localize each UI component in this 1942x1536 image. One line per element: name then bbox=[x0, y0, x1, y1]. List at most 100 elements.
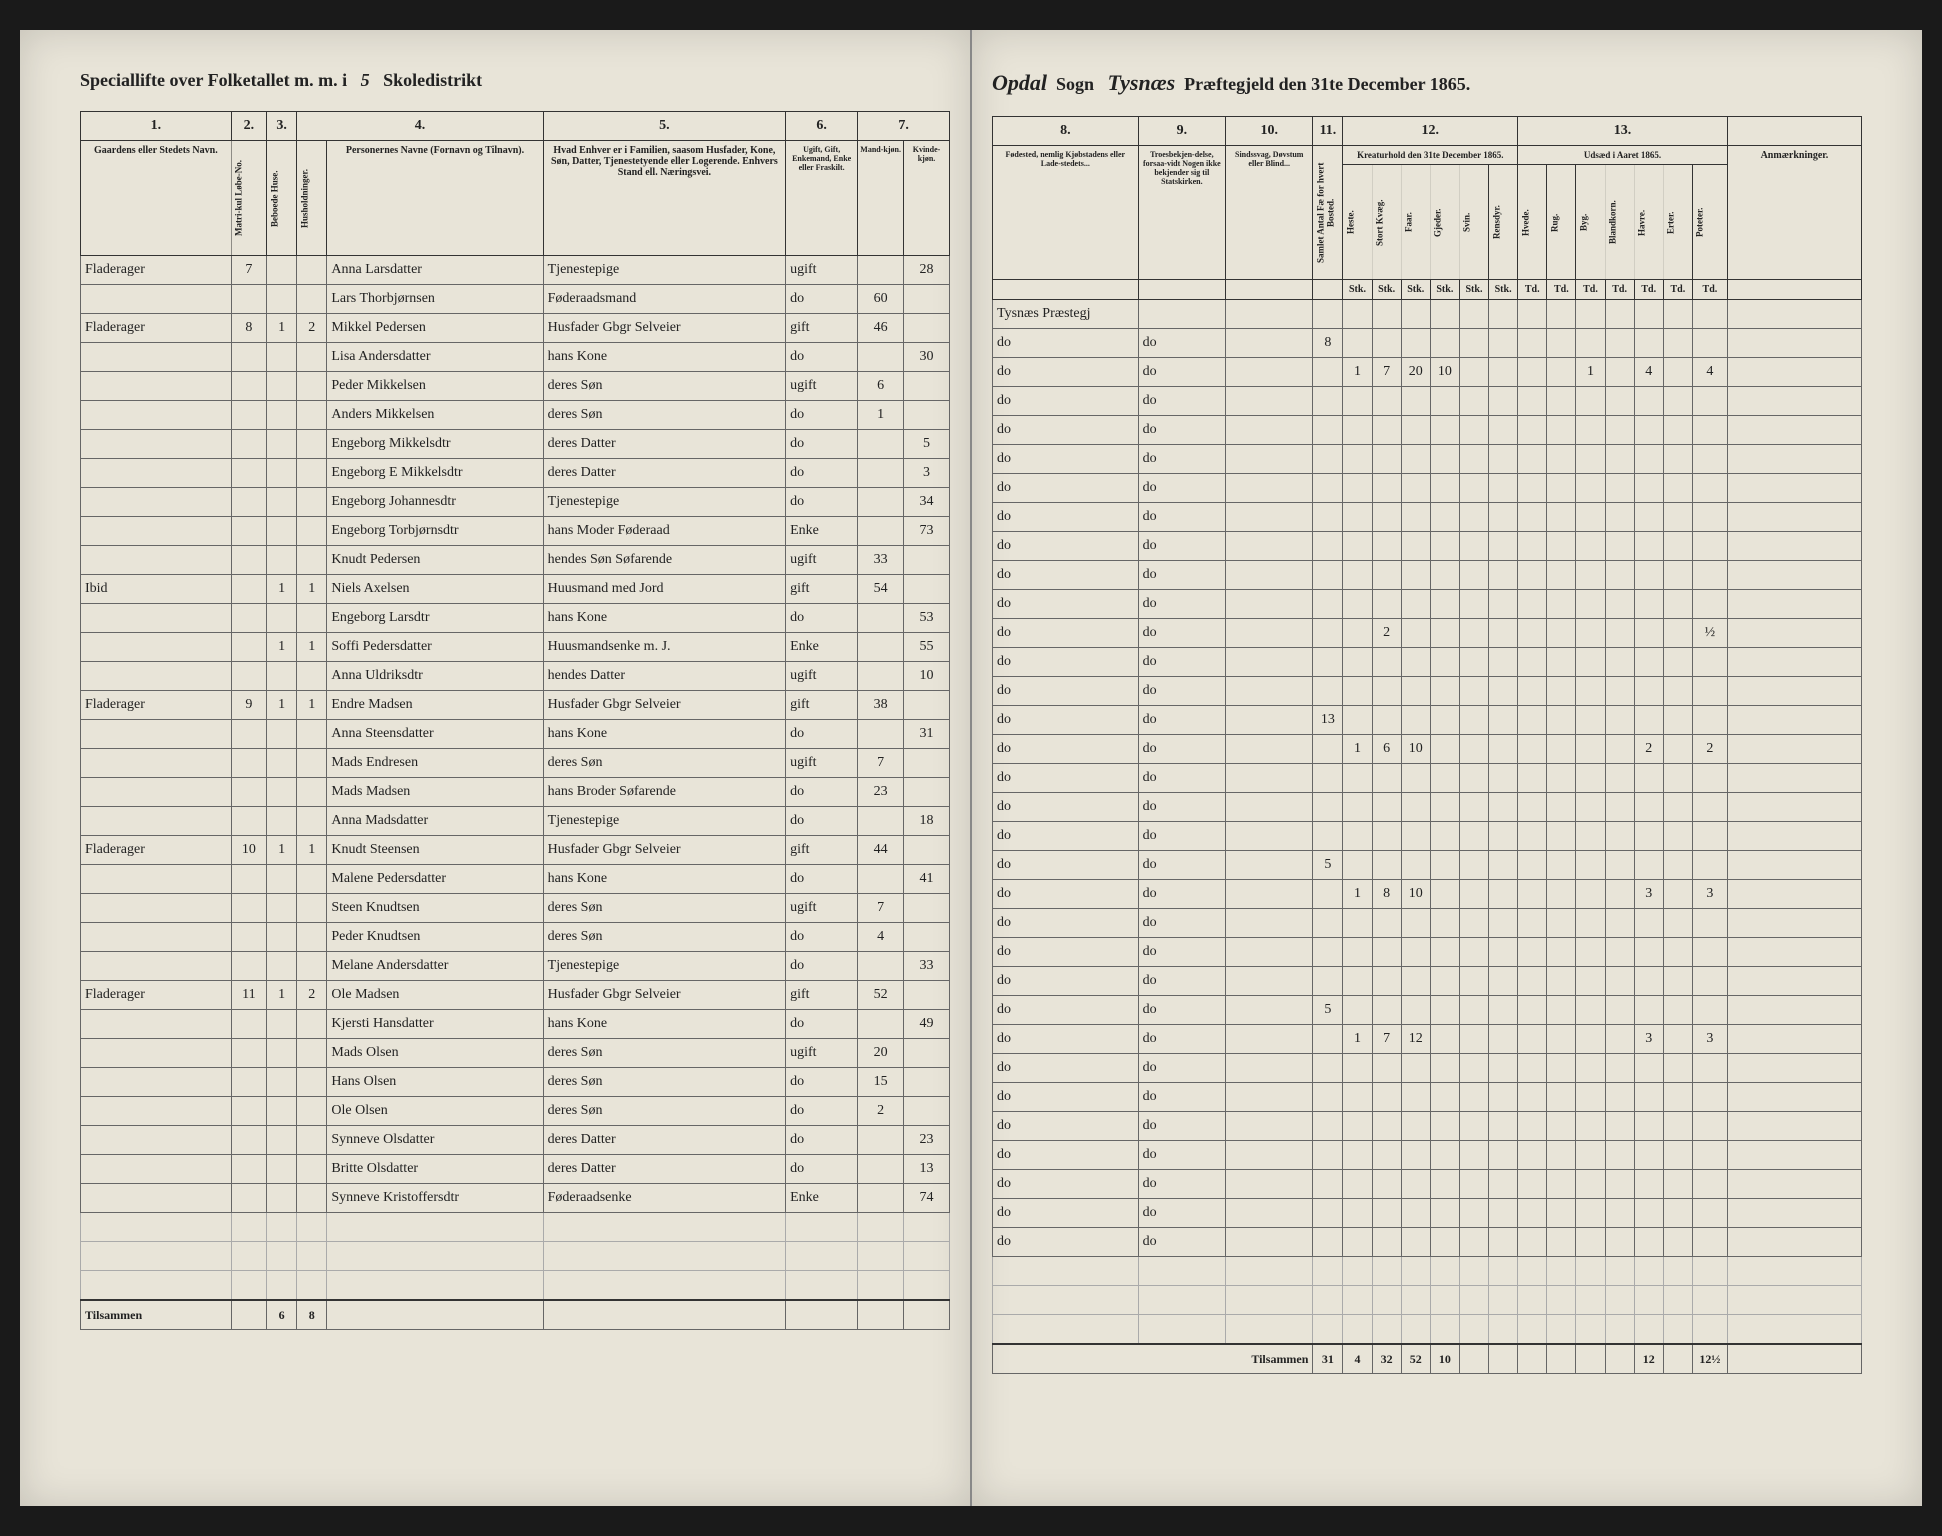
cell-r bbox=[1489, 909, 1518, 938]
cell-po bbox=[1692, 1228, 1727, 1257]
cell-ug: ugift bbox=[786, 546, 858, 575]
cell-g bbox=[1430, 1170, 1459, 1199]
cell-matr bbox=[231, 894, 266, 923]
right-footer-row: Tilsammen 31 4 32 52 10 12 12½ bbox=[993, 1344, 1862, 1374]
cell-ru bbox=[1547, 822, 1576, 851]
table-row: Anna Steensdatterhans Konedo31 bbox=[81, 720, 950, 749]
cell-sind bbox=[1226, 764, 1313, 793]
right-page: Opdal Sogn Tysnæs Præftegjeld den 31te D… bbox=[972, 30, 1922, 1506]
cell-h bbox=[1343, 1112, 1372, 1141]
hdr-bland: Blandkorn. bbox=[1605, 165, 1634, 280]
cell-gaard bbox=[81, 604, 232, 633]
cell-anm bbox=[1727, 1228, 1861, 1257]
cell-tro: do bbox=[1138, 822, 1225, 851]
cell-sv bbox=[1459, 561, 1488, 590]
cell-anm bbox=[1727, 706, 1861, 735]
cell-m: 44 bbox=[858, 836, 904, 865]
cell-er bbox=[1663, 677, 1692, 706]
cell-sum bbox=[1313, 590, 1343, 619]
cell-sum bbox=[1313, 358, 1343, 387]
cell-tro: do bbox=[1138, 474, 1225, 503]
cell-matr: 7 bbox=[231, 256, 266, 285]
cell-by bbox=[1576, 300, 1605, 329]
cell-by bbox=[1576, 677, 1605, 706]
cell-fod: do bbox=[993, 1112, 1139, 1141]
cell-m bbox=[858, 343, 904, 372]
cell-ru bbox=[1547, 474, 1576, 503]
cell-hh bbox=[297, 662, 327, 691]
cell-navn: Soffi Pedersdatter bbox=[327, 633, 543, 662]
cell-fod: do bbox=[993, 561, 1139, 590]
hdr-svin: Svin. bbox=[1459, 165, 1488, 280]
cell-ha bbox=[1634, 1112, 1663, 1141]
hdr-hush: Husholdninger. bbox=[297, 141, 327, 256]
col-anm bbox=[1727, 117, 1861, 146]
cell-matr bbox=[231, 1068, 266, 1097]
header-row-r: Fødested, nemlig Kjøbstadens eller Lade-… bbox=[993, 146, 1862, 165]
cell-r bbox=[1489, 387, 1518, 416]
cell-bl bbox=[1605, 735, 1634, 764]
cell-h bbox=[1343, 561, 1372, 590]
cell-gaard bbox=[81, 517, 232, 546]
cell-g bbox=[1430, 619, 1459, 648]
cell-bh bbox=[267, 749, 297, 778]
cell-bl bbox=[1605, 532, 1634, 561]
table-row: dodo bbox=[993, 1141, 1862, 1170]
cell-ug: do bbox=[786, 401, 858, 430]
cell-m bbox=[858, 952, 904, 981]
cell-fod: do bbox=[993, 793, 1139, 822]
cell-sum bbox=[1313, 764, 1343, 793]
cell-er bbox=[1663, 793, 1692, 822]
cell-g bbox=[1430, 822, 1459, 851]
cell-h bbox=[1343, 329, 1372, 358]
cell-bh bbox=[267, 488, 297, 517]
cell-sk bbox=[1372, 300, 1401, 329]
table-row: Knudt Pedersenhendes Søn Søfarendeugift3… bbox=[81, 546, 950, 575]
cell-g bbox=[1430, 1054, 1459, 1083]
cell-hv bbox=[1518, 619, 1547, 648]
u-stk: Stk. bbox=[1430, 280, 1459, 300]
cell-stilling: Huusmand med Jord bbox=[543, 575, 785, 604]
cell-bl bbox=[1605, 329, 1634, 358]
cell-ru bbox=[1547, 387, 1576, 416]
cell-hh bbox=[297, 1155, 327, 1184]
right-table-body: Tysnæs Præstegjdodo8dodo172010144dododod… bbox=[993, 300, 1862, 1257]
cell-er bbox=[1663, 1025, 1692, 1054]
cell-ha bbox=[1634, 793, 1663, 822]
cell-sum bbox=[1313, 793, 1343, 822]
cell-navn: Endre Madsen bbox=[327, 691, 543, 720]
cell-m: 46 bbox=[858, 314, 904, 343]
cell-anm bbox=[1727, 938, 1861, 967]
cell-matr bbox=[231, 865, 266, 894]
cell-ug: Enke bbox=[786, 517, 858, 546]
cell-bl bbox=[1605, 1141, 1634, 1170]
cell-ha bbox=[1634, 938, 1663, 967]
cell-m bbox=[858, 517, 904, 546]
cell-tro: do bbox=[1138, 503, 1225, 532]
cell-sum bbox=[1313, 1141, 1343, 1170]
cell-m bbox=[858, 633, 904, 662]
cell-ha: 3 bbox=[1634, 880, 1663, 909]
cell-f bbox=[1401, 764, 1430, 793]
cell-sind bbox=[1226, 358, 1313, 387]
u-td: Td. bbox=[1518, 280, 1547, 300]
table-row: dodo bbox=[993, 474, 1862, 503]
cell-hh bbox=[297, 894, 327, 923]
cell-m: 52 bbox=[858, 981, 904, 1010]
cell-sum: 5 bbox=[1313, 851, 1343, 880]
cell-tro: do bbox=[1138, 561, 1225, 590]
cell-fod: do bbox=[993, 706, 1139, 735]
cell-r bbox=[1489, 793, 1518, 822]
cell-bh bbox=[267, 285, 297, 314]
cell-hv bbox=[1518, 880, 1547, 909]
cell-h bbox=[1343, 851, 1372, 880]
cell-matr bbox=[231, 778, 266, 807]
cell-ug: do bbox=[786, 343, 858, 372]
cell-navn: Anna Uldriksdtr bbox=[327, 662, 543, 691]
cell-r bbox=[1489, 503, 1518, 532]
cell-tro: do bbox=[1138, 1083, 1225, 1112]
cell-bl bbox=[1605, 1083, 1634, 1112]
cell-ha bbox=[1634, 648, 1663, 677]
district-word: Skoledistrikt bbox=[383, 70, 482, 90]
cell-hv bbox=[1518, 822, 1547, 851]
